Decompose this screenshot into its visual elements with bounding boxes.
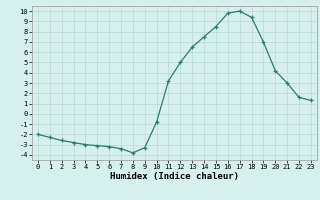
X-axis label: Humidex (Indice chaleur): Humidex (Indice chaleur): [110, 172, 239, 181]
